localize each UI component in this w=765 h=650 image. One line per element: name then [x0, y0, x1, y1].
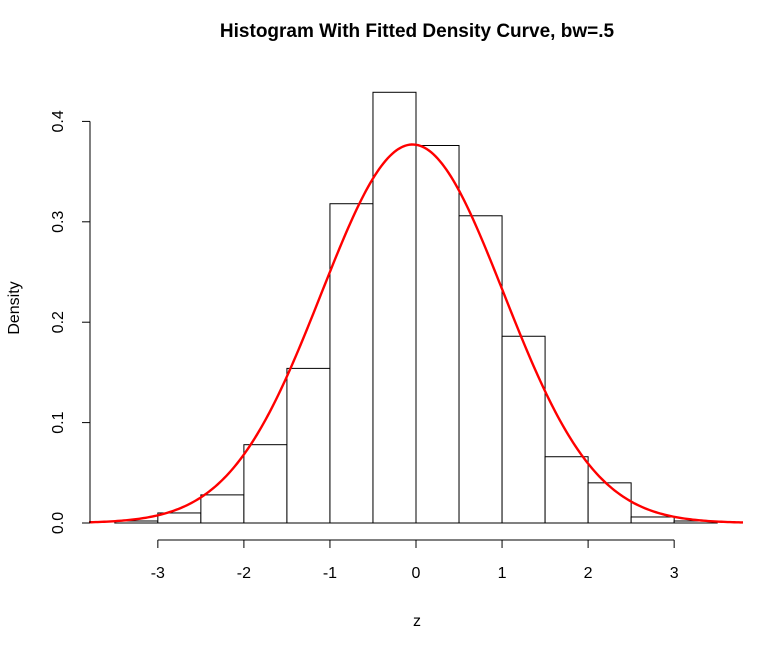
histogram-bar [458, 215, 503, 524]
histogram-bar [587, 482, 632, 524]
y-tick-label: 0.1 [50, 411, 67, 433]
histogram-bar [372, 91, 417, 524]
histogram-bar [329, 203, 374, 524]
histogram-bar [544, 456, 589, 524]
x-tick-label: -2 [237, 565, 251, 582]
y-axis: 0.0 0.1 0.2 0.3 0.4 [50, 110, 91, 534]
histogram-bar [200, 494, 245, 524]
x-axis: -3 -2 -1 0 1 2 3 [151, 539, 679, 582]
histogram-bar [243, 444, 288, 524]
y-tick-label: 0.3 [50, 211, 67, 233]
chart-title: Histogram With Fitted Density Curve, bw=… [220, 21, 615, 42]
histogram-bar [630, 516, 675, 524]
x-tick-label: -1 [323, 565, 337, 582]
x-tick-label: -3 [151, 565, 165, 582]
histogram-bar [415, 144, 460, 524]
y-axis-label: Density [6, 281, 23, 334]
histogram-bar [286, 367, 331, 524]
y-tick-label: 0.2 [50, 311, 67, 333]
density-curve [88, 143, 744, 524]
x-tick-label: 3 [670, 565, 679, 582]
x-tick-label: 0 [412, 565, 421, 582]
y-tick-label: 0.4 [50, 110, 67, 132]
y-tick-label: 0.0 [50, 512, 67, 534]
histogram-bar [501, 335, 546, 524]
x-tick-label: 1 [498, 565, 507, 582]
histogram-bars [114, 91, 718, 524]
x-tick-label: 2 [584, 565, 593, 582]
x-axis-label: z [413, 613, 421, 630]
